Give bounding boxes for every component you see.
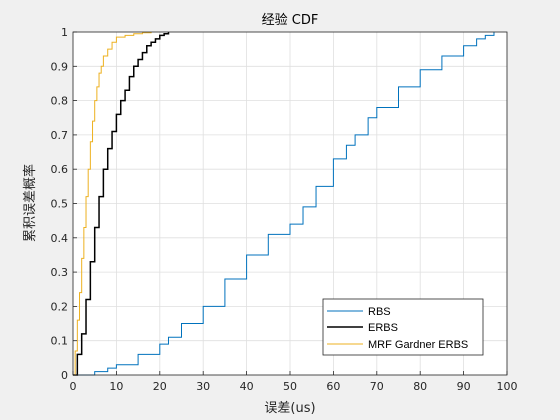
tick-labels: 0 10 20 30 40 50 60 70 80 90 100 0 0.1 0.2 0.3 0.4 0.5 0.…: [51, 26, 518, 393]
y-tick-label: 0.5: [51, 198, 69, 211]
y-tick-label: 0.1: [51, 335, 69, 348]
x-tick-label: 40: [240, 380, 254, 393]
x-tick-label: 90: [457, 380, 471, 393]
y-tick-label: 0.8: [51, 95, 69, 108]
series-layer: [73, 32, 495, 376]
y-tick-label: 0.2: [51, 300, 69, 313]
legend: RBS ERBS MRF Gardner ERBS: [322, 298, 484, 356]
y-tick-label: 0.3: [51, 266, 69, 279]
x-tick-label: 30: [196, 380, 210, 393]
y-tick-label: 0.6: [51, 163, 69, 176]
x-tick-label: 50: [283, 380, 297, 393]
series-line-rbs: [73, 32, 495, 376]
legend-label-mrf-gardner-erbs: MRF Gardner ERBS: [368, 339, 468, 351]
tick-marks: [72, 31, 508, 376]
x-tick-label: 60: [326, 380, 340, 393]
x-tick-label: 80: [413, 380, 427, 393]
series-line-mrf-gardner-erbs: [73, 32, 152, 376]
x-tick-label: 20: [153, 380, 167, 393]
chart-title: 经验 CDF: [262, 12, 319, 28]
legend-label-rbs: RBS: [368, 306, 391, 318]
x-axis-label: 误差(us): [264, 401, 315, 416]
x-tick-label: 70: [370, 380, 384, 393]
y-tick-label: 0.7: [51, 129, 69, 142]
x-tick-label: 100: [497, 380, 518, 393]
y-axis-label: 累积误差概率: [22, 164, 38, 242]
legend-label-erbs: ERBS: [368, 322, 398, 334]
series-line-erbs: [73, 32, 170, 376]
x-tick-label: 10: [109, 380, 123, 393]
y-tick-label: 1: [61, 26, 68, 39]
y-tick-label: 0.9: [51, 60, 69, 73]
y-tick-label: 0: [61, 369, 68, 382]
x-tick-label: 0: [70, 380, 77, 393]
y-tick-label: 0.4: [51, 232, 69, 245]
